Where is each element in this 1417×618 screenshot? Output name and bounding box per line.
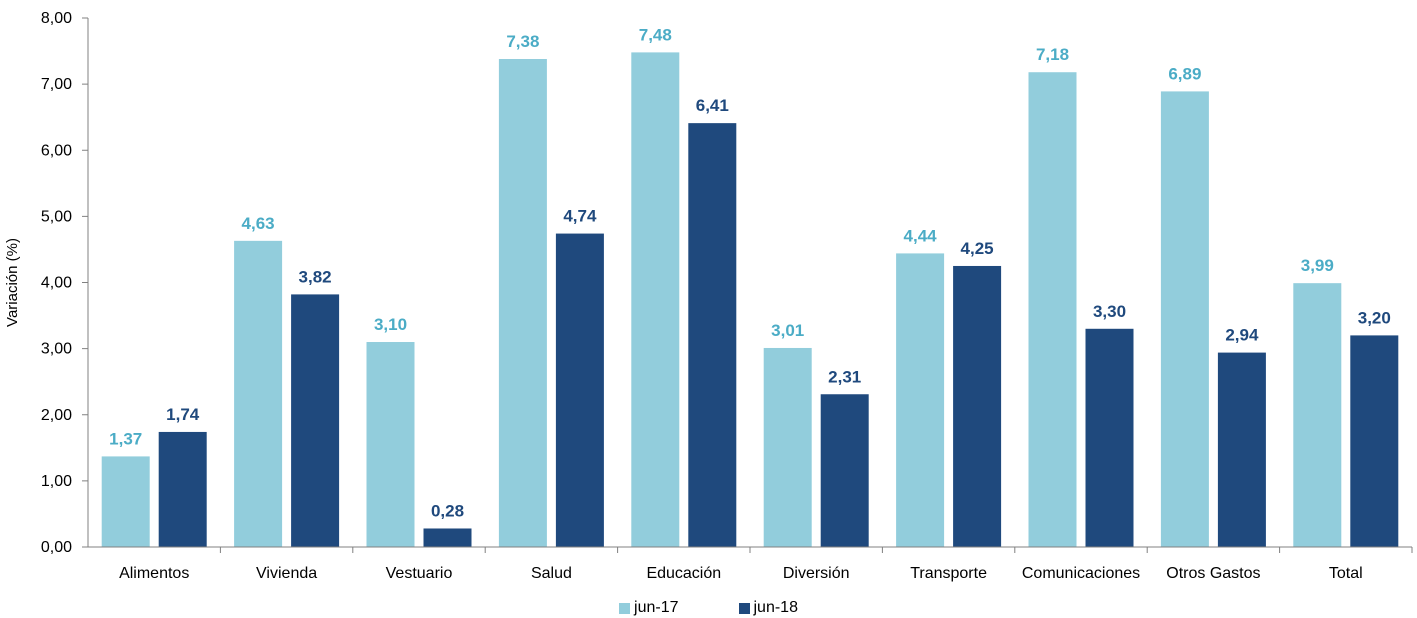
data-label-jun-17: 7,18 xyxy=(1036,45,1069,64)
bar-jun-18 xyxy=(1350,335,1399,547)
x-tick-label: Comunicaciones xyxy=(1022,565,1140,582)
bar-jun-18 xyxy=(1217,352,1266,547)
x-tick-label: Educación xyxy=(646,565,721,582)
x-tick-label: Vestuario xyxy=(386,565,453,582)
bar-jun-17 xyxy=(234,240,283,547)
x-tick-label: Diversión xyxy=(783,565,850,582)
legend-swatch-jun-18 xyxy=(738,602,750,614)
x-tick-label: Otros Gastos xyxy=(1166,565,1260,582)
data-label-jun-17: 1,37 xyxy=(109,429,142,448)
legend-item-jun-17: jun-17 xyxy=(619,598,679,618)
data-label-jun-17: 6,89 xyxy=(1168,64,1201,83)
y-tick-label: 0,00 xyxy=(41,539,72,556)
y-tick-label: 2,00 xyxy=(41,407,72,424)
bar-jun-18 xyxy=(820,394,869,547)
legend: jun-17 jun-18 xyxy=(0,598,1417,618)
y-tick-label: 8,00 xyxy=(41,10,72,27)
data-label-jun-18: 3,82 xyxy=(299,267,332,286)
x-tick-label: Total xyxy=(1329,565,1363,582)
bar-jun-18 xyxy=(423,528,472,547)
data-label-jun-17: 3,10 xyxy=(374,315,407,334)
bar-jun-17 xyxy=(1160,91,1209,548)
legend-item-jun-18: jun-18 xyxy=(738,598,798,618)
data-label-jun-18: 0,28 xyxy=(431,501,464,520)
x-tick-label: Alimentos xyxy=(119,565,189,582)
data-label-jun-18: 4,74 xyxy=(563,207,597,226)
x-tick-label: Vivienda xyxy=(256,565,317,582)
legend-label-jun-17: jun-17 xyxy=(634,599,679,616)
y-tick-label: 7,00 xyxy=(41,76,72,93)
bar-jun-17 xyxy=(101,456,150,547)
x-axis-labels: Alimentos Vivienda Vestuario Salud Educación… xyxy=(119,547,1413,582)
data-label-jun-17: 4,63 xyxy=(242,214,275,233)
legend-swatch-jun-17 xyxy=(619,602,631,614)
x-tick-label: Salud xyxy=(531,565,572,582)
data-label-jun-17: 3,01 xyxy=(771,321,804,340)
bar-jun-17 xyxy=(1028,72,1077,547)
data-labels: 1,37 1,74 4,63 3,82 3,10 0,28 7,38 4,74 7,48 6,41… xyxy=(109,25,1391,520)
bars xyxy=(101,52,1399,548)
bar-jun-18 xyxy=(291,294,340,547)
y-tick-label: 5,00 xyxy=(41,208,72,225)
data-label-jun-18: 4,25 xyxy=(961,239,994,258)
bar-jun-18 xyxy=(688,123,737,548)
bar-jun-17 xyxy=(631,52,680,547)
data-label-jun-18: 3,30 xyxy=(1093,302,1126,321)
bar-jun-17 xyxy=(763,347,812,547)
x-tick-label: Transporte xyxy=(910,565,987,582)
data-label-jun-17: 4,44 xyxy=(904,226,938,245)
bar-jun-18 xyxy=(158,431,207,547)
data-label-jun-18: 1,74 xyxy=(166,405,200,424)
bar-jun-18 xyxy=(953,265,1002,547)
legend-label-jun-18: jun-18 xyxy=(753,599,798,616)
bar-jun-18 xyxy=(1085,328,1134,547)
data-label-jun-18: 2,31 xyxy=(828,367,861,386)
data-label-jun-17: 7,48 xyxy=(639,25,672,44)
data-label-jun-18: 2,94 xyxy=(1225,326,1259,345)
y-axis-ticks: 0,00 1,00 2,00 3,00 4,00 5,00 6,00 7,00 8,00 xyxy=(41,10,88,556)
bar-chart: 0,00 1,00 2,00 3,00 4,00 5,00 6,00 7,00 8,00 1,3… xyxy=(4,10,1413,582)
y-tick-label: 6,00 xyxy=(41,142,72,159)
y-tick-label: 1,00 xyxy=(41,473,72,490)
bar-jun-17 xyxy=(498,58,547,548)
bar-jun-18 xyxy=(555,233,604,547)
bar-jun-17 xyxy=(366,342,415,547)
y-axis-title: Variación (%) xyxy=(4,238,21,327)
bar-jun-17 xyxy=(1293,283,1342,547)
data-label-jun-17: 7,38 xyxy=(506,32,539,51)
data-label-jun-18: 3,20 xyxy=(1358,308,1391,327)
data-label-jun-17: 3,99 xyxy=(1301,256,1334,275)
y-tick-label: 3,00 xyxy=(41,341,72,358)
data-label-jun-18: 6,41 xyxy=(696,96,729,115)
y-tick-label: 4,00 xyxy=(41,275,72,292)
bar-jun-17 xyxy=(896,253,945,547)
